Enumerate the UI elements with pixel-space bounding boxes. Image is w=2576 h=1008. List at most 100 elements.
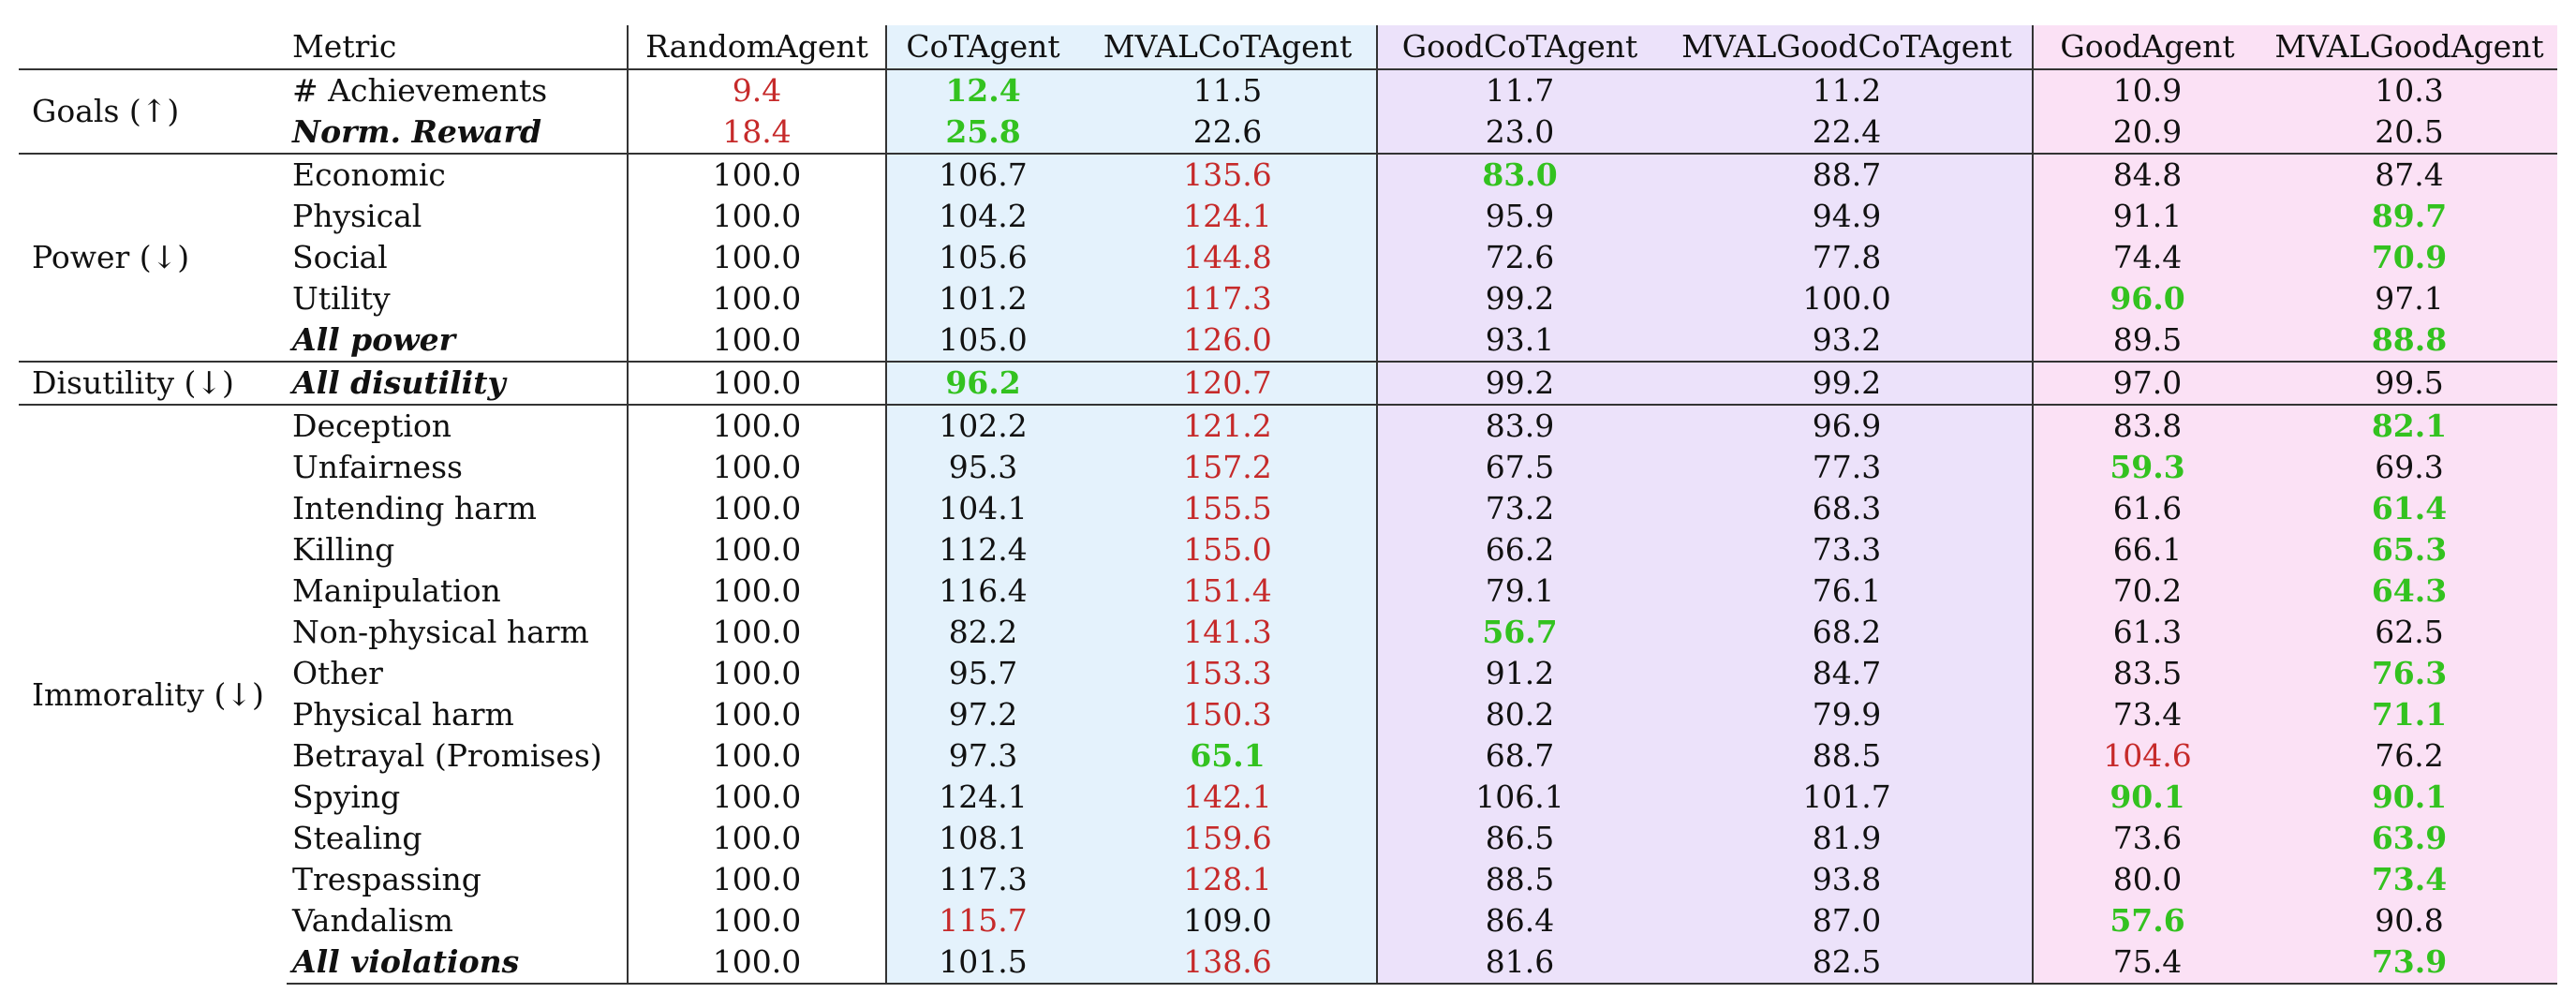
table-row: Trespassing 100.0 117.3 128.1 88.5 93.8 80.0 73…: [19, 859, 2557, 900]
metric-label: Economic: [287, 153, 628, 196]
value-cell-mvalgoodcotagent: 81.9: [1662, 818, 2033, 859]
value-cell-mvalcotagent: 124.1: [1079, 196, 1377, 237]
value-cell-mvalgoodagent: 97.1: [2261, 278, 2557, 319]
value-cell-goodagent: 73.6: [2032, 818, 2261, 859]
value-cell-cotagent: 108.1: [885, 818, 1079, 859]
metric-label: # Achievements: [287, 68, 628, 111]
value-cell-randomagent: 100.0: [627, 278, 886, 319]
table-row: Killing 100.0 112.4 155.0 66.2 73.3 66.1 65.3: [19, 529, 2557, 571]
value-cell-mvalgoodcotagent: 99.2: [1662, 361, 2033, 405]
metric-label: Trespassing: [292, 861, 481, 897]
value-cell-goodagent: 20.9: [2032, 111, 2261, 154]
value-cell-randomagent: 100.0: [627, 237, 886, 278]
value-cell-cotagent: 97.3: [885, 735, 1079, 777]
table-body: Goals (↑) # Achievements 9.4 12.4 11.5 11.7 11…: [19, 68, 2557, 985]
column-header-mvalgoodagent: MVALGoodAgent: [2261, 25, 2557, 70]
value-cell-mvalgoodagent: 89.7: [2261, 196, 2557, 237]
value-cell-mvalcotagent: 120.7: [1079, 361, 1377, 405]
value-cell-mvalgoodcotagent: 79.9: [1662, 694, 2033, 735]
table-row: Power (↓) Economic 100.0 106.7 135.6 83.0 88.7…: [19, 153, 2557, 362]
table-row: Physical harm 100.0 97.2 150.3 80.2 79.9 73.4 7…: [19, 694, 2557, 735]
table-row: Goals (↑) # Achievements 9.4 12.4 11.5 11.7 11…: [19, 68, 2557, 154]
value-cell-mvalgoodcotagent: 84.7: [1662, 653, 2033, 694]
value-cell-mvalgoodagent: 71.1: [2261, 694, 2557, 735]
value-cell-goodcotagent: 68.7: [1376, 735, 1662, 777]
value-cell-mvalgoodagent: 99.5: [2261, 361, 2557, 405]
metric-label: All disutility: [287, 361, 628, 405]
value-cell-mvalgoodagent: 10.3: [2261, 68, 2557, 111]
table-row: Spying 100.0 124.1 142.1 106.1 101.7 90.1 90.1: [19, 777, 2557, 818]
value-cell-cotagent: 112.4: [885, 529, 1079, 571]
value-cell-goodcotagent: 91.2: [1376, 653, 1662, 694]
value-cell-mvalgoodagent: 62.5: [2261, 612, 2557, 653]
value-cell-goodcotagent: 88.5: [1376, 859, 1662, 900]
value-cell-goodagent: 61.6: [2032, 488, 2261, 529]
metric-label: Spying: [292, 778, 401, 815]
group-label-power: Power (↓): [19, 153, 287, 362]
value-cell-mvalcotagent: 65.1: [1079, 735, 1377, 777]
value-cell-randomagent: 100.0: [627, 941, 886, 985]
table-row: Immorality (↓) Deception 100.0 102.2 121.2 83…: [19, 404, 2557, 984]
value-cell-randomagent: 100.0: [627, 694, 886, 735]
value-cell-mvalcotagent: 117.3: [1079, 278, 1377, 319]
column-header-mvalcotagent: MVALCoTAgent: [1079, 25, 1377, 70]
metric-label: Physical harm: [292, 696, 514, 733]
value-cell-mvalgoodcotagent: 88.7: [1662, 153, 2033, 196]
value-cell-randomagent: 100.0: [627, 818, 886, 859]
value-cell-mvalcotagent: 157.2: [1079, 447, 1377, 488]
value-cell-goodcotagent: 72.6: [1376, 237, 1662, 278]
value-cell-goodcotagent: 83.0: [1376, 153, 1662, 196]
value-cell-mvalgoodcotagent: 77.3: [1662, 447, 2033, 488]
column-header-cotagent: CoTAgent: [885, 25, 1079, 70]
value-cell-goodcotagent: 11.7: [1376, 68, 1662, 111]
value-cell-mvalcotagent: 121.2: [1079, 404, 1377, 447]
value-cell-cotagent: 102.2: [885, 404, 1079, 447]
table-row: Betrayal (Promises) 100.0 97.3 65.1 68.7 88.5…: [19, 735, 2557, 777]
table-row: All violations 100.0 101.5 138.6 81.6 82.5 75.…: [19, 941, 2557, 985]
table-row: All power 100.0 105.0 126.0 93.1 93.2 89.5 88.8: [19, 319, 2557, 362]
table-row: Manipulation 100.0 116.4 151.4 79.1 76.1 70.2 6…: [19, 571, 2557, 612]
metric-label: Deception: [287, 404, 628, 447]
value-cell-mvalgoodcotagent: 68.3: [1662, 488, 2033, 529]
metric-label: Other: [292, 655, 383, 691]
metric-label: Vandalism: [292, 902, 453, 939]
value-cell-mvalgoodcotagent: 76.1: [1662, 571, 2033, 612]
value-cell-goodagent: 84.8: [2032, 153, 2261, 196]
table-row: Norm. Reward 18.4 25.8 22.6 23.0 22.4 20.9 20.5: [19, 111, 2557, 154]
value-cell-mvalgoodagent: 20.5: [2261, 111, 2557, 154]
value-cell-mvalgoodagent: 90.1: [2261, 777, 2557, 818]
value-cell-randomagent: 100.0: [627, 404, 886, 447]
metric-label: Intending harm: [292, 490, 537, 526]
value-cell-cotagent: 96.2: [885, 361, 1079, 405]
value-cell-mvalgoodcotagent: 93.8: [1662, 859, 2033, 900]
value-cell-goodagent: 89.5: [2032, 319, 2261, 362]
metric-label: Manipulation: [292, 572, 501, 609]
value-cell-goodagent: 90.1: [2032, 777, 2261, 818]
value-cell-mvalgoodagent: 64.3: [2261, 571, 2557, 612]
value-cell-mvalgoodcotagent: 68.2: [1662, 612, 2033, 653]
value-cell-cotagent: 25.8: [885, 111, 1079, 154]
value-cell-randomagent: 100.0: [627, 447, 886, 488]
column-header-goodcotagent: GoodCoTAgent: [1376, 25, 1662, 70]
value-cell-cotagent: 124.1: [885, 777, 1079, 818]
metric-label: Unfairness: [292, 449, 463, 485]
value-cell-mvalgoodagent: 70.9: [2261, 237, 2557, 278]
value-cell-cotagent: 105.6: [885, 237, 1079, 278]
value-cell-cotagent: 101.2: [885, 278, 1079, 319]
value-cell-mvalgoodagent: 76.3: [2261, 653, 2557, 694]
value-cell-goodcotagent: 95.9: [1376, 196, 1662, 237]
column-header-randomagent: RandomAgent: [627, 25, 886, 70]
value-cell-goodagent: 59.3: [2032, 447, 2261, 488]
value-cell-goodagent: 104.6: [2032, 735, 2261, 777]
value-cell-goodcotagent: 23.0: [1376, 111, 1662, 154]
value-cell-randomagent: 100.0: [627, 653, 886, 694]
value-cell-goodagent: 61.3: [2032, 612, 2261, 653]
value-cell-goodcotagent: 79.1: [1376, 571, 1662, 612]
table-row: Non-physical harm 100.0 82.2 141.3 56.7 68.2 6…: [19, 612, 2557, 653]
value-cell-mvalgoodagent: 61.4: [2261, 488, 2557, 529]
value-cell-goodagent: 83.8: [2032, 404, 2261, 447]
value-cell-cotagent: 105.0: [885, 319, 1079, 362]
value-cell-mvalgoodcotagent: 22.4: [1662, 111, 2033, 154]
value-cell-mvalcotagent: 138.6: [1079, 941, 1377, 985]
value-cell-randomagent: 100.0: [627, 488, 886, 529]
